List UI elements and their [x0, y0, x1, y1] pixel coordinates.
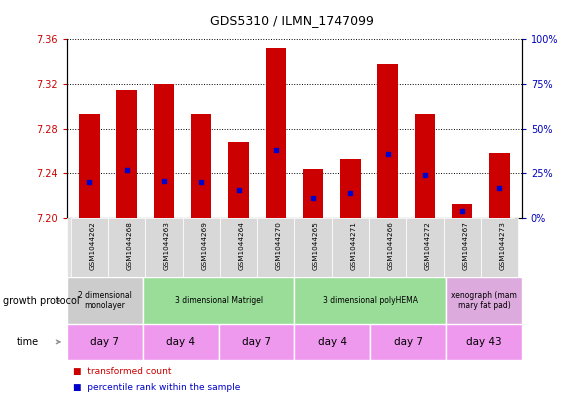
Text: GSM1044273: GSM1044273: [500, 221, 505, 270]
Bar: [143, 324, 219, 360]
Text: GSM1044267: GSM1044267: [462, 221, 468, 270]
Text: GSM1044272: GSM1044272: [425, 221, 431, 270]
Bar: [79, 114, 100, 218]
Text: GSM1044270: GSM1044270: [276, 221, 282, 270]
Bar: [67, 277, 143, 324]
Bar: [370, 324, 446, 360]
Text: ■  transformed count: ■ transformed count: [73, 367, 171, 376]
Bar: [191, 114, 212, 218]
Bar: [143, 277, 294, 324]
Bar: [294, 277, 446, 324]
Bar: [303, 169, 324, 218]
Text: 3 dimensional Matrigel: 3 dimensional Matrigel: [174, 296, 263, 305]
Bar: [481, 218, 518, 277]
Bar: [377, 64, 398, 218]
Bar: [67, 324, 143, 360]
Text: GSM1044271: GSM1044271: [350, 221, 356, 270]
Bar: [220, 218, 257, 277]
Text: growth protocol: growth protocol: [3, 296, 79, 306]
Bar: [145, 218, 182, 277]
Text: ■  percentile rank within the sample: ■ percentile rank within the sample: [73, 383, 240, 391]
Text: GSM1044268: GSM1044268: [127, 221, 133, 270]
Text: 2 dimensional
monolayer: 2 dimensional monolayer: [78, 291, 132, 310]
Bar: [294, 218, 332, 277]
Text: day 43: day 43: [466, 337, 502, 347]
Text: GSM1044269: GSM1044269: [201, 221, 207, 270]
Text: GSM1044265: GSM1044265: [313, 221, 319, 270]
Bar: [340, 159, 360, 218]
Bar: [415, 114, 435, 218]
Bar: [489, 153, 510, 218]
Text: day 7: day 7: [90, 337, 120, 347]
Text: GSM1044262: GSM1044262: [89, 221, 96, 270]
Bar: [154, 84, 174, 218]
Bar: [332, 218, 369, 277]
Bar: [108, 218, 145, 277]
Bar: [229, 142, 249, 218]
Bar: [452, 204, 472, 218]
Bar: [369, 218, 406, 277]
Text: GSM1044266: GSM1044266: [388, 221, 394, 270]
Text: day 4: day 4: [318, 337, 347, 347]
Bar: [444, 218, 481, 277]
Bar: [117, 90, 137, 218]
Bar: [182, 218, 220, 277]
Bar: [265, 48, 286, 218]
Bar: [446, 277, 522, 324]
Bar: [294, 324, 370, 360]
Text: day 4: day 4: [166, 337, 195, 347]
Text: GSM1044263: GSM1044263: [164, 221, 170, 270]
Bar: [71, 218, 108, 277]
Text: GDS5310 / ILMN_1747099: GDS5310 / ILMN_1747099: [209, 14, 374, 27]
Bar: [446, 324, 522, 360]
Text: 3 dimensional polyHEMA: 3 dimensional polyHEMA: [323, 296, 417, 305]
Text: time: time: [16, 337, 38, 347]
Bar: [257, 218, 294, 277]
Text: day 7: day 7: [242, 337, 271, 347]
Text: day 7: day 7: [394, 337, 423, 347]
Text: xenograph (mam
mary fat pad): xenograph (mam mary fat pad): [451, 291, 517, 310]
Bar: [219, 324, 294, 360]
Text: GSM1044264: GSM1044264: [238, 221, 244, 270]
Bar: [406, 218, 444, 277]
